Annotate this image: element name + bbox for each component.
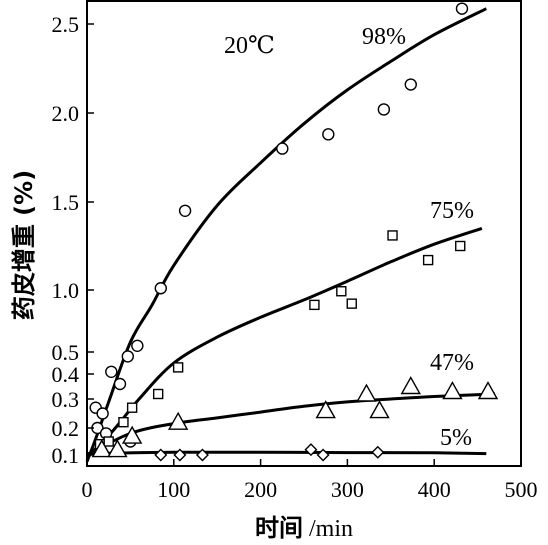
x-tick-label: 0 <box>82 477 93 502</box>
x-tick-label: 100 <box>157 477 190 502</box>
marker-circle <box>105 365 118 378</box>
y-tick-label: 1.5 <box>52 190 80 215</box>
fit-curve-square <box>85 226 483 459</box>
marker-square <box>346 298 357 309</box>
marker-triangle <box>400 376 421 395</box>
y-tick-label: 0.2 <box>52 416 80 441</box>
marker-triangle <box>167 411 189 430</box>
marker-circle <box>276 142 289 155</box>
y-tick-label: 2.5 <box>52 12 80 37</box>
x-tick-label: 300 <box>331 477 364 502</box>
plot-frame <box>86 0 522 467</box>
marker-circle <box>96 407 109 420</box>
marker-circle <box>404 78 417 91</box>
marker-circle <box>178 204 192 218</box>
marker-square <box>172 362 184 373</box>
marker-triangle <box>369 400 390 419</box>
marker-diamond <box>304 443 318 457</box>
marker-square <box>118 417 129 428</box>
x-axis-label: 时间 /min <box>255 514 353 542</box>
annotation-temperature: 20℃ <box>224 33 275 59</box>
marker-diamond <box>316 448 330 462</box>
marker-triangle <box>356 383 377 402</box>
marker-triangle <box>315 400 336 419</box>
marker-circle <box>455 2 469 15</box>
data-markers <box>89 2 499 462</box>
x-tick-label: 400 <box>418 477 451 502</box>
marker-square <box>309 299 320 311</box>
marker-triangle <box>477 381 499 400</box>
annotation-75: 75% <box>430 198 474 224</box>
y-tick-label: 0.1 <box>52 443 80 468</box>
y-axis: 0.10.2 0.30.40.5 1.0 1.5 2.0 2.5 <box>52 12 94 468</box>
annotation-5: 5% <box>440 425 472 451</box>
marker-circle <box>131 339 144 352</box>
annotation-47: 47% <box>430 350 474 376</box>
marker-triangle <box>442 381 463 400</box>
marker-diamond <box>371 445 385 459</box>
marker-circle <box>322 128 335 141</box>
marker-square <box>152 388 164 400</box>
fit-curve-circle <box>85 7 487 463</box>
marker-square <box>455 240 466 252</box>
marker-square <box>422 254 434 266</box>
y-tick-label: 0.4 <box>52 362 80 387</box>
marker-circle <box>154 282 167 295</box>
y-tick-label: 0.3 <box>52 387 80 412</box>
marker-triangle <box>121 425 143 444</box>
annotation-98: 98% <box>362 24 406 50</box>
y-axis-label: 药皮增重 (%) <box>10 170 38 320</box>
marker-circle <box>377 103 391 116</box>
y-tick-label: 2.0 <box>52 101 80 126</box>
marker-diamond <box>173 448 187 462</box>
fit-curve-triangle <box>86 392 496 457</box>
marker-circle <box>113 377 127 391</box>
marker-square <box>336 286 347 297</box>
marker-circle <box>121 350 134 363</box>
marker-triangle <box>107 439 128 458</box>
marker-square <box>387 230 398 241</box>
fitted-curves <box>85 7 496 463</box>
marker-diamond <box>195 448 209 462</box>
marker-square <box>103 436 114 447</box>
marker-diamond <box>154 448 168 462</box>
marker-square <box>126 402 138 413</box>
x-tick-label: 500 <box>505 477 538 502</box>
x-tick-label: 200 <box>244 477 277 502</box>
y-tick-label: 1.0 <box>52 278 80 303</box>
marker-triangle <box>91 439 112 458</box>
y-tick-label: 0.5 <box>52 340 80 365</box>
x-axis: 0 100 200 300 400 500 <box>82 459 538 502</box>
fit-curve-diamond <box>86 450 487 456</box>
